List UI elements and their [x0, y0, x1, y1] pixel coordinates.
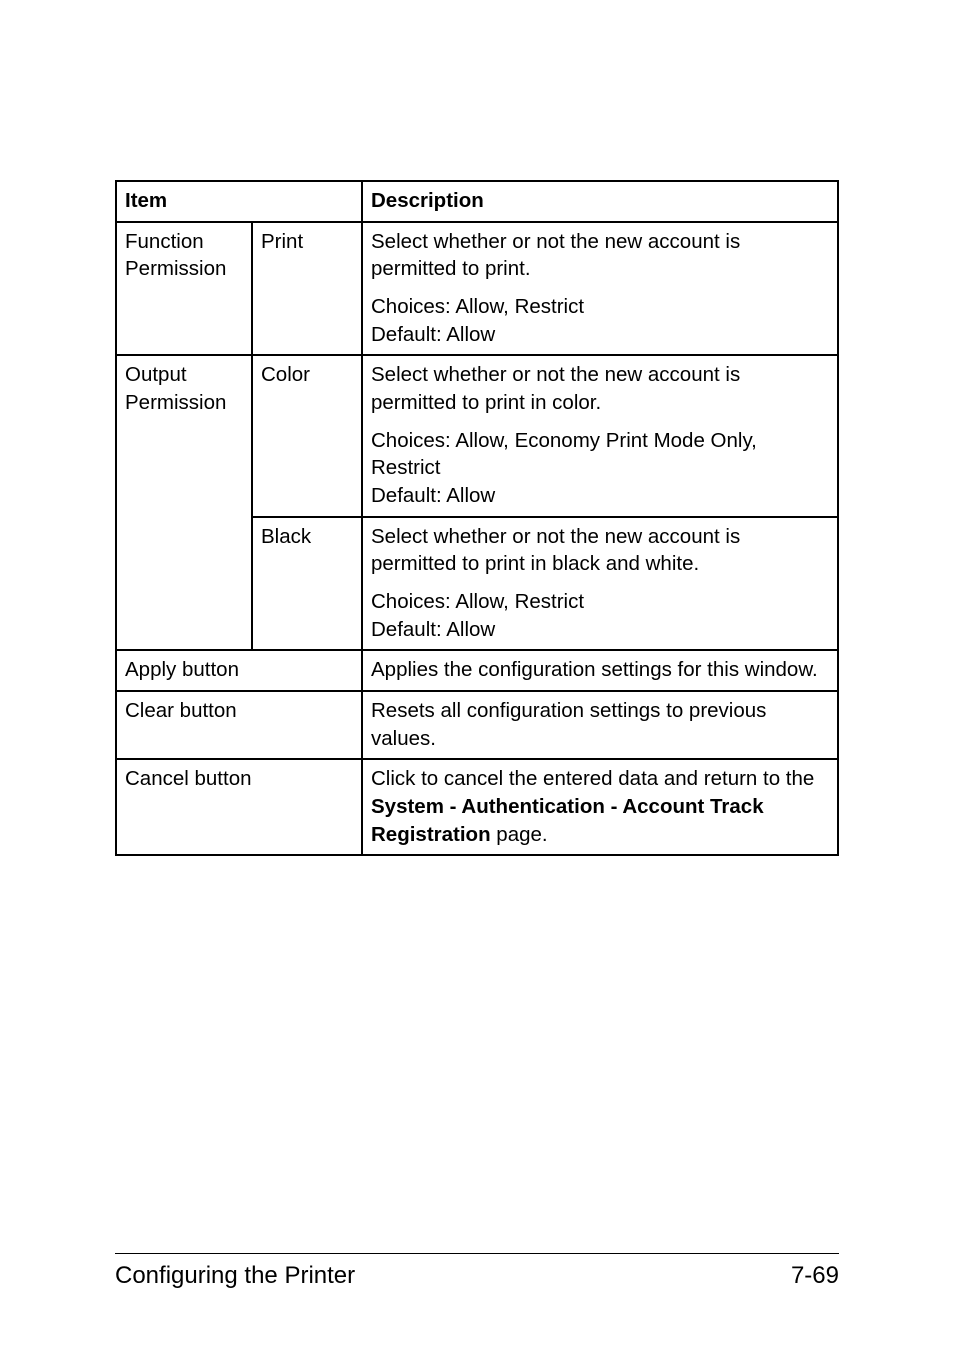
cell-desc: Click to cancel the entered data and ret… [362, 759, 838, 855]
cell-desc: Resets all configuration settings to pre… [362, 691, 838, 759]
table-row: Function Permission Print Select whether… [116, 222, 838, 356]
cell-desc: Select whether or not the new account is… [362, 222, 838, 356]
cell-clear: Clear button [116, 691, 362, 759]
cell-desc: Select whether or not the new account is… [362, 355, 838, 516]
cell-cancel: Cancel button [116, 759, 362, 855]
header-item: Item [116, 181, 362, 222]
desc-text: Select whether or not the new account is… [371, 228, 829, 283]
cell-desc: Applies the configuration settings for t… [362, 650, 838, 691]
cell-black: Black [252, 517, 362, 651]
table-row: Clear button Resets all configuration se… [116, 691, 838, 759]
desc-text: Choices: Allow, Restrict Default: Allow [371, 293, 829, 348]
page-footer: Configuring the Printer 7-69 [115, 1253, 839, 1290]
cell-color: Color [252, 355, 362, 516]
cell-function-permission: Function Permission [116, 222, 252, 356]
table-row: Cancel button Click to cancel the entere… [116, 759, 838, 855]
settings-table: Item Description Function Permission Pri… [115, 180, 839, 856]
table-header-row: Item Description [116, 181, 838, 222]
table-row: Apply button Applies the configuration s… [116, 650, 838, 691]
table-row: Output Permission Color Select whether o… [116, 355, 838, 516]
header-description: Description [362, 181, 838, 222]
footer-title: Configuring the Printer [115, 1262, 355, 1290]
page: Item Description Function Permission Pri… [0, 0, 954, 1350]
cell-apply: Apply button [116, 650, 362, 691]
desc-text: Select whether or not the new account is… [371, 361, 829, 416]
cell-desc: Select whether or not the new account is… [362, 517, 838, 651]
footer-page-number: 7-69 [791, 1262, 839, 1290]
desc-text: Choices: Allow, Restrict Default: Allow [371, 588, 829, 643]
cell-output-permission: Output Permission [116, 355, 252, 650]
cell-print: Print [252, 222, 362, 356]
desc-text: Choices: Allow, Economy Print Mode Only,… [371, 427, 829, 510]
desc-text: Select whether or not the new account is… [371, 523, 829, 578]
